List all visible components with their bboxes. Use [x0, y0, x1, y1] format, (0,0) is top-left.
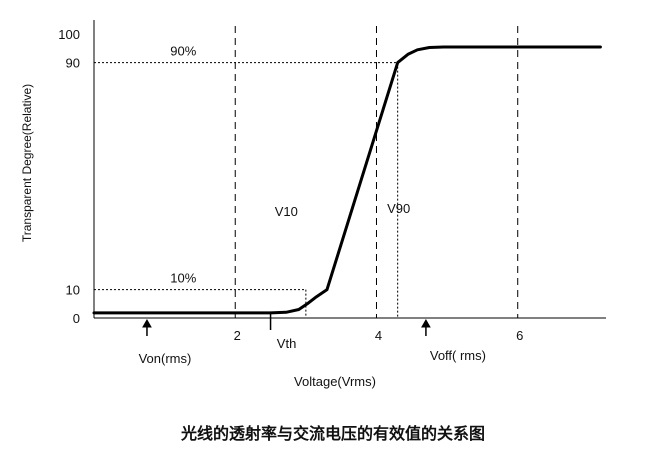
vth-label: Vth	[277, 336, 297, 351]
von-arrow-head	[142, 318, 152, 328]
series-line-0	[92, 45, 602, 315]
y-tick-label-0: 0	[73, 311, 80, 326]
y-axis-label: Transparent Degree(Relative)	[20, 84, 34, 242]
threshold-label-10: 10%	[170, 271, 196, 286]
voff-arrow-head	[421, 318, 431, 328]
von-label: Von(rms)	[139, 351, 192, 366]
y-tick-label-10: 10	[66, 283, 80, 298]
chart-caption: 光线的透射率与交流电压的有效值的关系图	[180, 424, 485, 443]
y-tick-label-100: 100	[58, 27, 80, 42]
axes-layer	[93, 20, 606, 319]
v10-label: V10	[275, 204, 298, 219]
grid-layer	[94, 26, 519, 336]
voff-label: Voff( rms)	[430, 348, 486, 363]
threshold-label-90: 90%	[170, 44, 196, 59]
x-tick-label-4: 4	[375, 328, 382, 343]
x-axis-label: Voltage(Vrms)	[294, 374, 376, 389]
x-tick-label-2: 2	[234, 328, 241, 343]
y-tick-label-90: 90	[66, 56, 80, 71]
v90-label: V90	[387, 201, 410, 216]
series-layer	[92, 45, 602, 315]
x-tick-label-6: 6	[516, 328, 523, 343]
label-layer: Transparent Degree(Relative) Voltage(Vrm…	[20, 27, 523, 443]
